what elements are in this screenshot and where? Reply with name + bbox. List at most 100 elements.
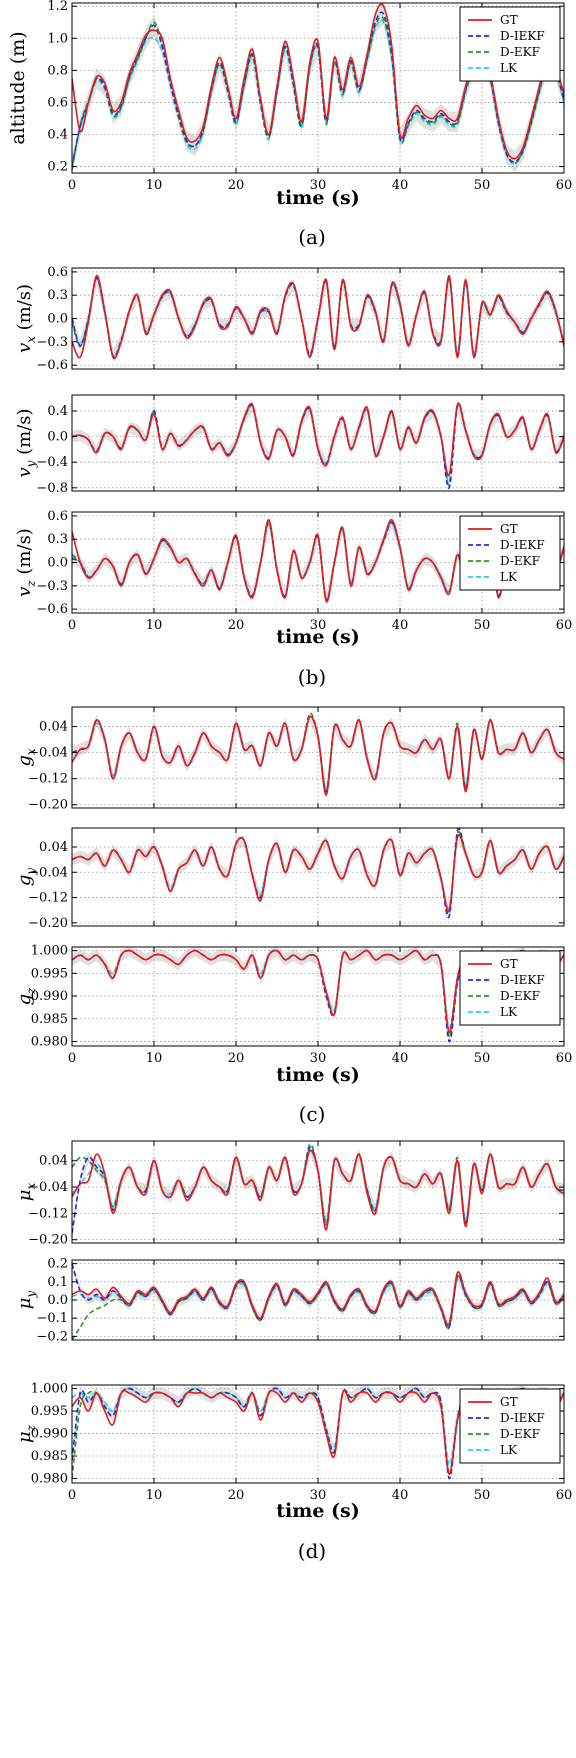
y-tick-label: −0.4	[36, 455, 68, 470]
series-line-gt	[72, 402, 564, 477]
y-tick-label: −0.20	[28, 916, 68, 931]
y-tick-label: 0.6	[47, 265, 68, 280]
series-line-lk	[72, 1276, 564, 1328]
y-tick-label: 0.2	[47, 1257, 68, 1272]
x-tick-label: 40	[392, 178, 409, 193]
chart-vx: −0.6 −0.3 0.0 0.3 0.6 vx (m/s)	[14, 265, 565, 373]
y-tick-label: −0.12	[28, 891, 68, 906]
chart-gz: 0.980 0.985 0.990 0.995 1.000 0 10 20 30 40 50 60 gz…	[14, 944, 572, 1126]
x-tick-label: 0	[68, 178, 76, 193]
y-tick-label: 0.4	[47, 128, 68, 143]
legend-label-d-ekf: D-EKF	[500, 45, 540, 59]
x-tick-label: 50	[474, 618, 491, 633]
y-tick-label: 1.000	[31, 944, 68, 959]
figure-caption: (a)	[298, 225, 326, 249]
y-axis-label: gy	[14, 868, 38, 887]
legend: GT D-IEKF D-EKF LK	[459, 6, 561, 82]
y-axis-label: μz	[14, 1424, 38, 1443]
y-axis-label: vy (m/s)	[14, 408, 38, 477]
y-tick-label: −0.6	[36, 358, 68, 373]
x-tick-label: 60	[556, 618, 573, 633]
x-tick-label: 10	[146, 1051, 163, 1066]
chart-muz: 0.980 0.985 0.990 0.995 1.000 0 10 20 30 40 50 60 μz…	[14, 1382, 572, 1563]
figure-caption: (c)	[299, 1102, 326, 1126]
y-tick-label: 0.3	[47, 532, 68, 547]
x-axis-label: time (s)	[276, 1064, 359, 1086]
y-tick-label: −0.20	[28, 1233, 68, 1248]
legend-label-d-ekf: D-EKF	[500, 554, 540, 568]
y-tick-label: 0.985	[31, 1012, 68, 1027]
series-line-d-iekf	[72, 1263, 564, 1330]
y-tick-label: 0.0	[47, 312, 68, 327]
legend: GT D-IEKF D-EKF LK	[459, 950, 561, 1026]
x-tick-label: 50	[474, 1488, 491, 1503]
legend-label-d-iekf: D-IEKF	[500, 29, 545, 43]
series-line-gt	[72, 834, 564, 913]
y-tick-label: −0.2	[36, 1329, 68, 1344]
y-axis-label: μy	[14, 1291, 38, 1310]
legend-label-d-iekf: D-IEKF	[500, 973, 545, 987]
legend: GT D-IEKF D-EKF LK	[459, 1388, 561, 1464]
y-tick-label: 0.6	[47, 95, 68, 110]
x-tick-label: 40	[392, 1051, 409, 1066]
x-tick-label: 30	[310, 1488, 327, 1503]
series-line-gt	[72, 1271, 564, 1326]
y-tick-label: −0.12	[28, 1206, 68, 1221]
x-tick-label: 30	[310, 618, 327, 633]
y-tick-label: 0.0	[47, 556, 68, 571]
y-tick-label: 0.2	[47, 160, 68, 175]
y-tick-label: 1.0	[47, 31, 68, 46]
x-axis-label: time (s)	[276, 187, 359, 209]
series-line-d-iekf	[72, 403, 564, 489]
series-line-gt	[72, 715, 564, 796]
y-tick-label: 0.995	[31, 966, 68, 981]
y-tick-label: 0.04	[39, 840, 68, 855]
y-axis-label: vx (m/s)	[14, 284, 38, 353]
y-tick-label: 0.985	[31, 1449, 68, 1464]
y-tick-label: −0.20	[28, 798, 68, 813]
x-tick-label: 20	[228, 1488, 245, 1503]
x-tick-label: 60	[556, 1051, 573, 1066]
y-tick-label: 0.6	[47, 509, 68, 524]
y-tick-label: −0.3	[36, 335, 68, 350]
x-axis-label: time (s)	[276, 626, 359, 648]
x-tick-label: 20	[228, 618, 245, 633]
y-tick-label: −0.8	[36, 481, 68, 496]
x-tick-label: 50	[474, 178, 491, 193]
y-axis-label: μx	[14, 1183, 38, 1202]
legend-label-gt: GT	[500, 957, 518, 971]
y-tick-label: 0.990	[31, 989, 68, 1004]
legend: GT D-IEKF D-EKF LK	[459, 515, 561, 591]
y-tick-label: −0.12	[28, 772, 68, 787]
y-tick-label: 0.980	[31, 1472, 68, 1487]
y-tick-label: −0.3	[36, 579, 68, 594]
y-tick-label: −0.1	[36, 1311, 68, 1326]
x-tick-label: 30	[310, 1051, 327, 1066]
x-tick-label: 0	[68, 618, 76, 633]
y-tick-label: 0.8	[47, 63, 68, 78]
x-tick-label: 40	[392, 1488, 409, 1503]
y-tick-label: 0.990	[31, 1427, 68, 1442]
chart-muy: −0.2 −0.1 0.0 0.1 0.2 μy	[14, 1257, 565, 1344]
legend-label-d-iekf: D-IEKF	[500, 1411, 545, 1425]
series-line-gt	[72, 1149, 564, 1231]
y-tick-label: 0.04	[39, 1154, 68, 1169]
y-tick-label: −0.6	[36, 602, 68, 617]
chart-vz: −0.6 −0.3 0.0 0.3 0.6 0 10 20 30 40 50 60 vz (m/s) ti…	[14, 509, 572, 689]
y-tick-label: 1.000	[31, 1382, 68, 1397]
legend-label-d-ekf: D-EKF	[500, 1427, 540, 1441]
legend-label-lk: LK	[500, 1443, 518, 1457]
chart-vy: −0.8 −0.4 0.0 0.4 vy (m/s)	[14, 394, 565, 496]
y-tick-label: 0.1	[47, 1275, 68, 1290]
x-tick-label: 10	[146, 618, 163, 633]
x-tick-label: 20	[228, 178, 245, 193]
x-tick-label: 60	[556, 178, 573, 193]
x-axis-label: time (s)	[276, 1500, 359, 1522]
x-tick-label: 10	[146, 178, 163, 193]
y-axis-label: gz	[14, 987, 38, 1006]
x-tick-label: 10	[146, 1488, 163, 1503]
